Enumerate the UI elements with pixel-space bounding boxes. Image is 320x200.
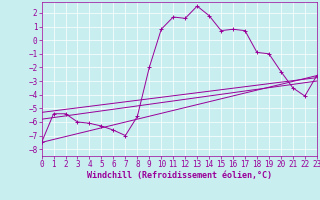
X-axis label: Windchill (Refroidissement éolien,°C): Windchill (Refroidissement éolien,°C) [87, 171, 272, 180]
